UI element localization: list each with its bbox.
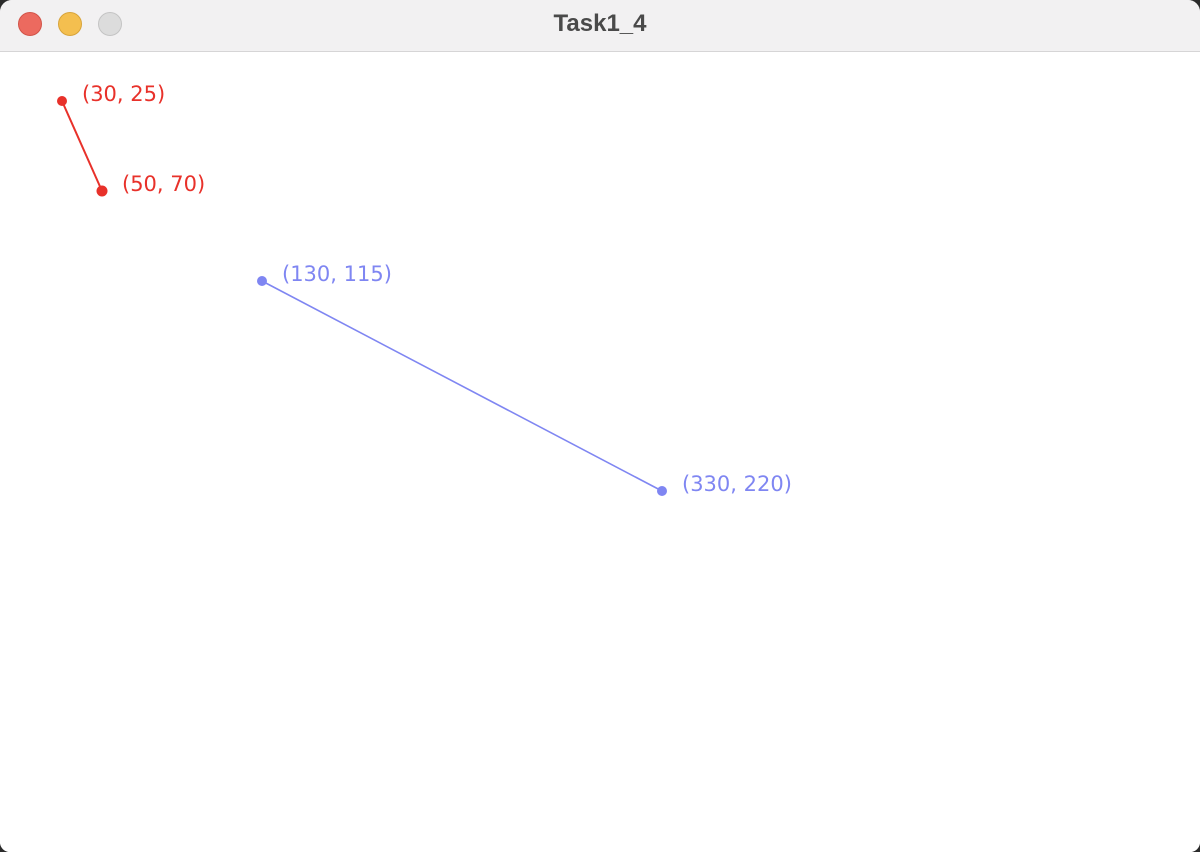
- line-endpoint-blue-end: [657, 486, 667, 496]
- title-bar[interactable]: Task1_4: [0, 0, 1200, 52]
- point-label-red-start: (30, 25): [82, 82, 165, 106]
- minimize-window-button[interactable]: [58, 12, 82, 36]
- window-title: Task1_4: [553, 10, 647, 37]
- line-endpoint-blue-start: [257, 276, 267, 286]
- drawing-canvas: (30, 25) (50, 70) (130, 115) (330, 220): [0, 52, 1200, 852]
- drawing-svg: (30, 25) (50, 70) (130, 115) (330, 220): [57, 82, 792, 496]
- zoom-window-button[interactable]: [98, 12, 122, 36]
- line-endpoint-red-start: [57, 96, 67, 106]
- point-label-red-end: (50, 70): [122, 172, 205, 196]
- line-segment-red: [61, 100, 103, 192]
- line-endpoint-red-end: [96, 185, 108, 197]
- point-label-blue-end: (330, 220): [682, 472, 792, 496]
- point-label-blue-start: (130, 115): [282, 262, 392, 286]
- line-segment-blue: [261, 280, 663, 492]
- close-window-button[interactable]: [18, 12, 42, 36]
